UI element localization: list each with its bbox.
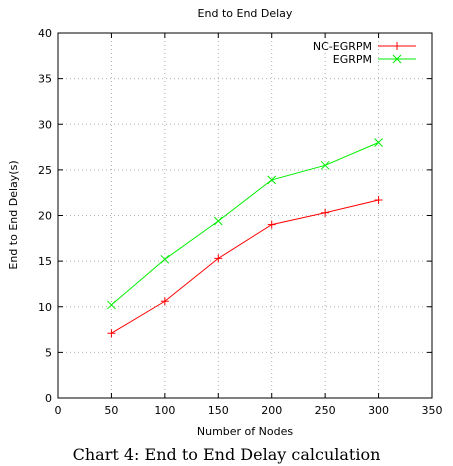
y-tick-label: 35 (38, 73, 52, 86)
x-tick-label: 0 (55, 404, 62, 417)
y-tick-label: 40 (38, 27, 52, 40)
y-axis: 0 5 10 15 20 25 30 35 40 (38, 27, 432, 405)
y-tick-label: 25 (38, 164, 52, 177)
y-tick-label: 0 (45, 392, 52, 405)
data-point-nc-egrpm (107, 329, 116, 338)
data-point-egrpm (213, 216, 223, 226)
legend-marker-nc-egrpm (393, 42, 401, 50)
data-point-egrpm (374, 138, 383, 147)
chart-title: End to End Delay (198, 7, 293, 20)
y-tick-label: 30 (38, 118, 52, 131)
data-point-nc-egrpm (374, 195, 383, 204)
series-line-egrpm (111, 142, 379, 306)
x-tick-label: 150 (208, 404, 229, 417)
line-chart: End to End Delay 0 50 100 150 200 250 300 350 0… (7, 7, 443, 438)
series-nc-egrpm (107, 195, 383, 338)
legend-label-nc-egrpm: NC-EGRPM (313, 40, 372, 53)
data-point-nc-egrpm (214, 254, 223, 263)
x-axis: 0 50 100 150 200 250 300 350 (55, 33, 443, 417)
data-point-egrpm (107, 300, 116, 310)
figure-caption: Chart 4: End to End Delay calculation (72, 445, 381, 464)
x-tick-label: 200 (261, 404, 282, 417)
x-tick-label: 350 (422, 404, 443, 417)
data-point-egrpm (160, 254, 170, 264)
series-line-nc-egrpm (111, 199, 379, 334)
plot-frame (57, 32, 433, 399)
grid (58, 33, 432, 398)
legend-label-egrpm: EGRPM (333, 53, 372, 66)
y-tick-label: 5 (45, 346, 52, 359)
y-axis-label: End to End Delay(s) (7, 160, 20, 269)
x-axis-label: Number of Nodes (197, 425, 293, 438)
data-point-egrpm (267, 175, 277, 185)
x-tick-label: 250 (315, 404, 336, 417)
series-layer (107, 138, 383, 338)
data-point-nc-egrpm (267, 220, 276, 229)
y-tick-label: 20 (38, 210, 52, 223)
data-point-egrpm (320, 160, 330, 170)
data-point-nc-egrpm (160, 297, 169, 306)
legend-marker-egrpm (392, 54, 402, 64)
data-point-nc-egrpm (321, 208, 330, 217)
x-tick-label: 100 (154, 404, 175, 417)
x-tick-label: 300 (368, 404, 389, 417)
y-tick-label: 15 (38, 255, 52, 268)
y-tick-label: 10 (38, 301, 52, 314)
series-egrpm (107, 138, 383, 310)
x-tick-label: 50 (104, 404, 118, 417)
